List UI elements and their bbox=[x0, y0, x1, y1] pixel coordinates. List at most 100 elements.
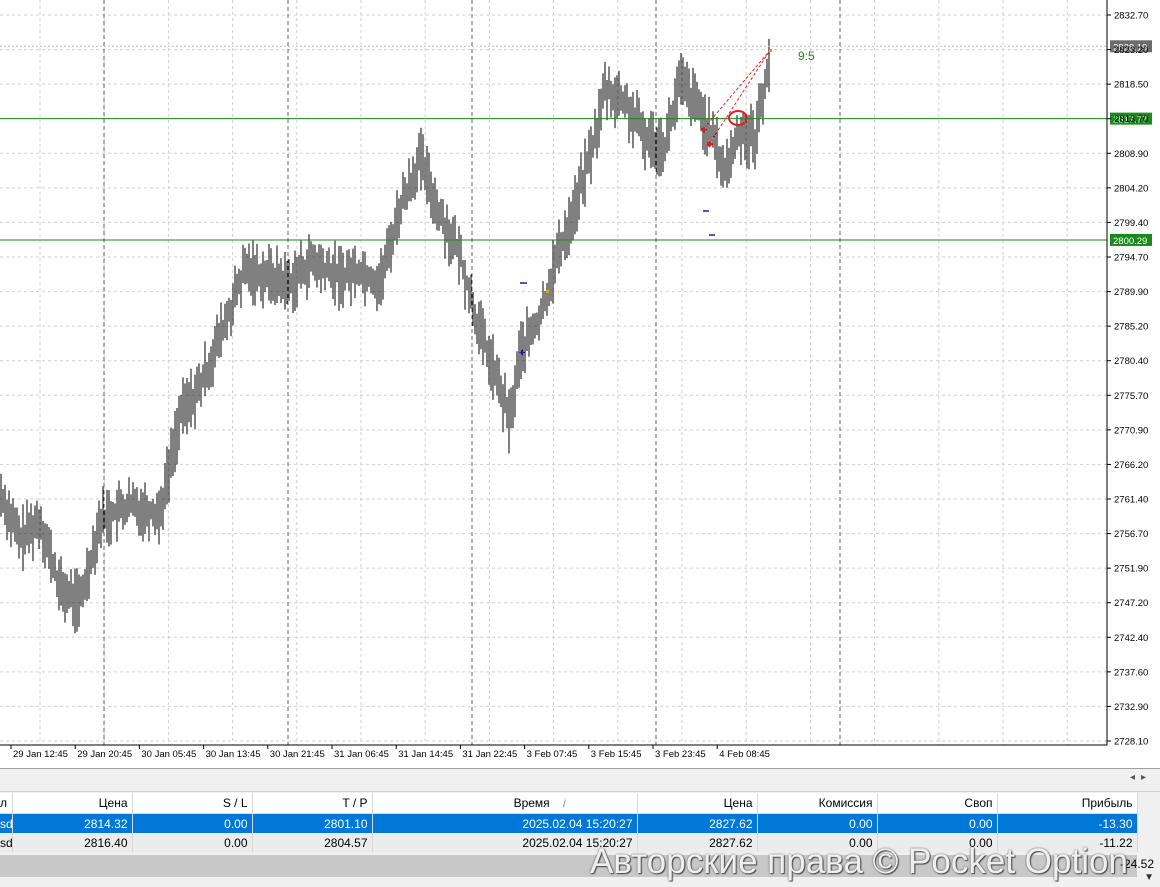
buy-arrow-marker: ✦ bbox=[518, 348, 526, 359]
cell-commission: 0.00 bbox=[757, 833, 878, 852]
cell-price: 2827.62 bbox=[637, 813, 758, 833]
price-axis: 2832.70 2823.20 2818.50 2813.70 2808.90 2804.… bbox=[1107, 11, 1148, 748]
nav-left-icon[interactable]: ◂ bbox=[1129, 772, 1141, 783]
price-tick-label: 2813.70 bbox=[1114, 114, 1148, 125]
price-tick-label: 2756.70 bbox=[1114, 529, 1148, 540]
price-levels[interactable]: 2817.77 2800.29 2828.19 bbox=[0, 40, 1152, 247]
time-tick-label: 29 Jan 20:45 bbox=[77, 749, 132, 760]
cell-swap: 0.00 bbox=[877, 813, 998, 833]
current-price-label: 2828.19 bbox=[1113, 42, 1147, 53]
time-tick-label: 30 Jan 21:45 bbox=[270, 749, 325, 760]
cell-price: 2827.62 bbox=[637, 833, 758, 852]
sort-icon: / bbox=[563, 799, 566, 810]
price-tick-label: 2832.70 bbox=[1114, 11, 1148, 22]
time-tick-label: 31 Jan 14:45 bbox=[398, 749, 453, 760]
time-tick-label: 30 Jan 13:45 bbox=[206, 749, 261, 760]
level-upper-tag bbox=[1110, 112, 1152, 125]
trade-open-marker: ◆ bbox=[700, 124, 707, 134]
price-tick-label: 2737.60 bbox=[1114, 667, 1148, 678]
positions-table: л Цена S / L T / P Время / Цена Комиссия… bbox=[0, 793, 1138, 852]
trade-line bbox=[703, 50, 771, 129]
price-tick-label: 2823.20 bbox=[1114, 45, 1148, 56]
cell-commission: 0.00 bbox=[757, 813, 878, 833]
price-tick-label: 2728.10 bbox=[1114, 737, 1148, 748]
col-sl[interactable]: S / L bbox=[132, 793, 253, 814]
chart-canvas[interactable]: 2817.77 2800.29 2828.19 ◆ ◆ ✦ 2832.70 2823.20… bbox=[0, 0, 1160, 768]
cell-symbol: sd bbox=[0, 833, 13, 852]
trade-terminal: ◂▸ л Цена S / L T / P Время / Цена Комис… bbox=[0, 768, 1160, 887]
price-tick-label: 2761.40 bbox=[1114, 495, 1148, 506]
chart-annotation: 9:5 bbox=[798, 49, 815, 63]
price-tick-label: 2747.20 bbox=[1114, 598, 1148, 609]
col-time-label: Время bbox=[513, 796, 550, 810]
price-tick-label: 2785.20 bbox=[1114, 322, 1148, 333]
time-tick-label: 31 Jan 06:45 bbox=[334, 749, 389, 760]
time-tick-label: 31 Jan 22:45 bbox=[462, 749, 517, 760]
level-lower-tag bbox=[1110, 233, 1152, 246]
cell-time: 2025.02.04 15:20:27 bbox=[372, 833, 638, 852]
price-tick-label: 2789.90 bbox=[1114, 287, 1148, 298]
trade-line bbox=[709, 50, 771, 143]
cell-sl: 0.00 bbox=[132, 813, 253, 833]
cell-profit: -13.30 bbox=[997, 813, 1138, 833]
col-price[interactable]: Цена bbox=[637, 793, 758, 814]
price-tick-label: 2818.50 bbox=[1114, 80, 1148, 91]
time-tick-label: 3 Feb 15:45 bbox=[591, 749, 642, 760]
price-tick-label: 2775.70 bbox=[1114, 391, 1148, 402]
session-separators bbox=[103, 0, 841, 745]
time-tick-label: 3 Feb 23:45 bbox=[655, 749, 706, 760]
level-lower-label: 2800.29 bbox=[1113, 236, 1147, 247]
price-tick-label: 2766.20 bbox=[1114, 460, 1148, 471]
cell-open-price: 2816.40 bbox=[12, 833, 133, 852]
time-tick-label: 4 Feb 08:45 bbox=[719, 749, 770, 760]
balance-row bbox=[0, 855, 1137, 877]
current-price-tag bbox=[1110, 40, 1152, 53]
close-marker bbox=[769, 49, 772, 52]
price-tick-label: 2732.90 bbox=[1114, 702, 1148, 713]
col-symbol[interactable]: л bbox=[0, 793, 13, 814]
highlight-circle bbox=[728, 110, 748, 126]
price-tick-label: 2780.40 bbox=[1114, 356, 1148, 367]
nav-right-icon[interactable]: ▸ bbox=[1140, 772, 1152, 783]
level-upper-label: 2817.77 bbox=[1113, 115, 1147, 126]
cell-open-price: 2814.32 bbox=[12, 813, 133, 833]
cell-profit: -11.22 bbox=[997, 833, 1138, 852]
table-header: л Цена S / L T / P Время / Цена Комиссия… bbox=[0, 793, 1138, 814]
cell-time: 2025.02.04 15:20:27 bbox=[372, 813, 638, 833]
terminal-toolbar: ◂▸ bbox=[0, 769, 1160, 792]
col-profit[interactable]: Прибыль bbox=[997, 793, 1138, 814]
time-tick-label: 29 Jan 12:45 bbox=[13, 749, 68, 760]
cell-swap: 0.00 bbox=[877, 833, 998, 852]
price-tick-label: 2799.40 bbox=[1114, 218, 1148, 229]
col-time[interactable]: Время / bbox=[372, 793, 638, 814]
time-tick-label: 30 Jan 05:45 bbox=[141, 749, 196, 760]
cell-sl: 0.00 bbox=[132, 833, 253, 852]
price-tick-label: 2794.70 bbox=[1114, 253, 1148, 264]
terminal-nav[interactable]: ◂▸ bbox=[1130, 772, 1152, 783]
table-row[interactable]: sd 2816.40 0.00 2804.57 2025.02.04 15:20… bbox=[0, 833, 1138, 852]
trade-markers: ◆ ◆ ✦ bbox=[518, 49, 772, 359]
price-tick-label: 2742.40 bbox=[1114, 633, 1148, 644]
time-tick-label: 3 Feb 07:45 bbox=[527, 749, 578, 760]
cell-tp: 2801.10 bbox=[252, 813, 373, 833]
scroll-down-icon[interactable]: ▼ bbox=[1144, 872, 1154, 883]
table-row[interactable]: sd 2814.32 0.00 2801.10 2025.02.04 15:20… bbox=[0, 813, 1138, 833]
vertical-scrollbar[interactable] bbox=[1138, 829, 1160, 887]
watermark: Авторские права © Pocket Option bbox=[590, 842, 1128, 881]
cell-symbol: sd bbox=[0, 813, 13, 833]
candle-series bbox=[0, 38, 770, 634]
col-open-price[interactable]: Цена bbox=[12, 793, 133, 814]
close-marker bbox=[546, 290, 549, 293]
cell-tp: 2804.57 bbox=[252, 833, 373, 852]
price-tick-label: 2808.90 bbox=[1114, 149, 1148, 160]
total-profit: -24.52 bbox=[1119, 857, 1154, 871]
time-axis: 29 Jan 12:45 29 Jan 20:45 30 Jan 05:45 30 J… bbox=[10, 745, 770, 760]
price-tick-label: 2770.90 bbox=[1114, 425, 1148, 436]
col-tp[interactable]: T / P bbox=[252, 793, 373, 814]
price-tick-label: 2751.90 bbox=[1114, 564, 1148, 575]
trade-open-marker: ◆ bbox=[706, 139, 713, 149]
col-commission[interactable]: Комиссия bbox=[757, 793, 878, 814]
col-swap[interactable]: Своп bbox=[877, 793, 998, 814]
price-tick-label: 2804.20 bbox=[1114, 183, 1148, 194]
price-chart[interactable]: 2817.77 2800.29 2828.19 ◆ ◆ ✦ 2832.70 2823.20… bbox=[0, 0, 1160, 768]
